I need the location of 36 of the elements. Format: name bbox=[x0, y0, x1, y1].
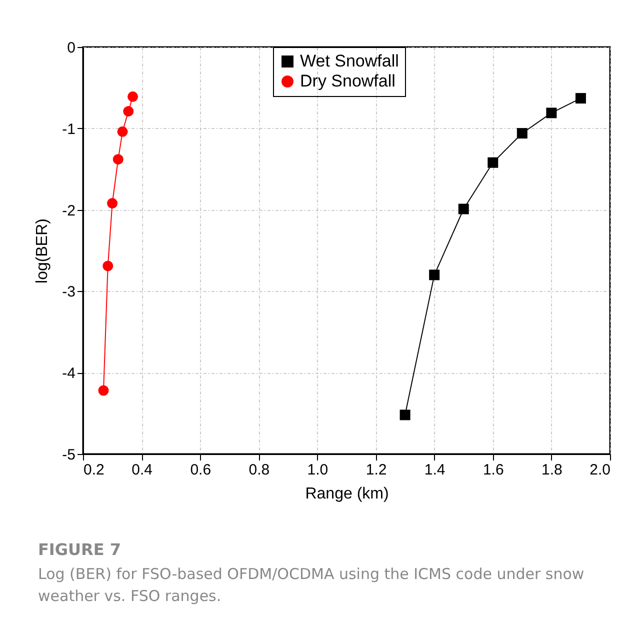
y-tick-label: -3 bbox=[62, 284, 76, 301]
x-tick-label: 1.4 bbox=[424, 462, 446, 478]
y-tick-label: -2 bbox=[62, 202, 76, 220]
text: FIGURE 7 bbox=[38, 540, 122, 559]
point bbox=[117, 126, 128, 137]
y-tick-label: -5 bbox=[62, 446, 76, 464]
point bbox=[123, 106, 134, 117]
x-tick-label: 2.0 bbox=[590, 462, 610, 478]
x-tick-label: 1.8 bbox=[542, 462, 562, 478]
y-tick-label: -1 bbox=[62, 120, 76, 138]
x-tick-label: 1.2 bbox=[366, 462, 387, 478]
legend-label: Dry Snowfall bbox=[300, 72, 396, 90]
y-axis-title: log(BER) bbox=[34, 218, 52, 284]
y-tick-label: 0 bbox=[67, 40, 76, 56]
point bbox=[429, 270, 440, 280]
x-tick-label: 1.6 bbox=[482, 462, 504, 478]
point bbox=[458, 204, 469, 214]
legend-label: Wet Snowfall bbox=[300, 52, 399, 70]
point bbox=[98, 385, 109, 396]
point bbox=[546, 108, 557, 118]
x-tick-label: 1.0 bbox=[307, 462, 328, 478]
point bbox=[112, 154, 124, 165]
text: Log (BER) for FSO-based OFDM/OCDMA using the ICMS code under snow weather vs. FSO ranges. bbox=[38, 564, 586, 607]
point bbox=[102, 260, 114, 272]
x-tick-label: 0.2 bbox=[84, 462, 104, 478]
point bbox=[516, 128, 528, 139]
x-tick-label: 0.4 bbox=[132, 462, 152, 478]
x-axis-title: Range (km) bbox=[305, 486, 389, 502]
point bbox=[107, 198, 118, 209]
point bbox=[488, 157, 498, 168]
x-tick-label: 0.6 bbox=[190, 462, 212, 478]
point bbox=[575, 93, 586, 104]
point bbox=[400, 410, 410, 420]
x-tick-label: 0.8 bbox=[248, 462, 270, 478]
y-tick-label: -4 bbox=[62, 365, 76, 382]
point bbox=[128, 91, 138, 102]
